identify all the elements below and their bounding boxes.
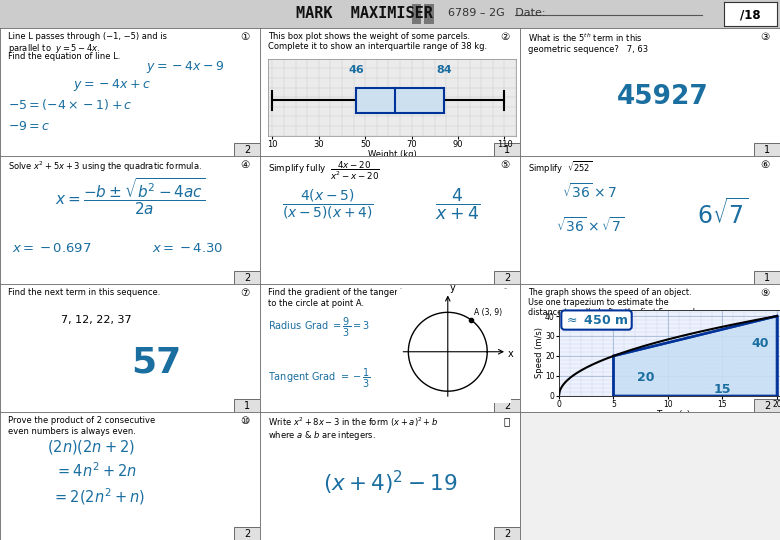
Text: $(2n)(2n+2)$: $(2n)(2n+2)$ — [47, 437, 135, 456]
Text: The graph shows the speed of an object.: The graph shows the speed of an object. — [528, 288, 691, 297]
Text: ④: ④ — [240, 160, 250, 170]
Text: even numbers is always even.: even numbers is always even. — [8, 427, 136, 436]
Text: 2: 2 — [764, 401, 770, 410]
Bar — [494, 399, 520, 412]
Text: ③: ③ — [760, 32, 770, 42]
Text: $= 2(2n^2 + n)$: $= 2(2n^2 + n)$ — [52, 486, 145, 507]
Text: 40: 40 — [752, 338, 769, 350]
Text: $y = -4x - 9$: $y = -4x - 9$ — [146, 59, 224, 75]
Text: Prove the product of 2 consecutive: Prove the product of 2 consecutive — [8, 416, 155, 425]
Text: where $a$ & $b$ are integers.: where $a$ & $b$ are integers. — [268, 429, 376, 442]
Text: 15: 15 — [714, 383, 731, 396]
Text: 2: 2 — [244, 145, 250, 154]
Text: Simplify fully  $\dfrac{4x-20}{x^2-x-20}$: Simplify fully $\dfrac{4x-20}{x^2-x-20}$ — [268, 160, 380, 182]
Text: Use one trapezium to estimate the: Use one trapezium to estimate the — [528, 298, 668, 307]
Text: This box plot shows the weight of some parcels.: This box plot shows the weight of some p… — [268, 32, 470, 41]
Text: 1: 1 — [504, 145, 510, 154]
Text: Find the gradient of the tangent: Find the gradient of the tangent — [268, 288, 402, 297]
Bar — [234, 527, 260, 540]
Bar — [754, 143, 780, 156]
Text: distance travelled after the first 5 seconds.: distance travelled after the first 5 sec… — [528, 308, 701, 318]
Text: geometric sequence?   7, 63: geometric sequence? 7, 63 — [528, 45, 648, 53]
Text: /18: /18 — [740, 8, 760, 21]
Text: Write $x^2 + 8x - 3$ in the form $(x+a)^2 + b$: Write $x^2 + 8x - 3$ in the form $(x+a)^… — [268, 416, 438, 429]
Text: 2: 2 — [244, 273, 250, 282]
Text: Find the next term in this sequence.: Find the next term in this sequence. — [8, 288, 160, 297]
Text: A (3, 9): A (3, 9) — [474, 308, 502, 318]
Text: $-5 = (-4 \times -1) + c$: $-5 = (-4 \times -1) + c$ — [8, 97, 133, 112]
Text: Line L passes through (−1, −5) and is: Line L passes through (−1, −5) and is — [8, 32, 167, 41]
Bar — [494, 143, 520, 156]
Bar — [356, 88, 444, 112]
Text: $(x+4)^2 - 19$: $(x+4)^2 - 19$ — [323, 468, 457, 496]
Text: $\dfrac{4(x-5)}{(x-5)(x+4)}$: $\dfrac{4(x-5)}{(x-5)(x+4)}$ — [282, 188, 374, 221]
Text: 2: 2 — [504, 529, 510, 538]
Text: Tangent Grad $= -\dfrac{1}{3}$: Tangent Grad $= -\dfrac{1}{3}$ — [268, 367, 370, 390]
Polygon shape — [614, 316, 777, 396]
Text: Find the equation of line L.: Find the equation of line L. — [8, 52, 120, 62]
Text: 2: 2 — [244, 529, 250, 538]
Text: 2: 2 — [504, 273, 510, 282]
Text: y: y — [450, 282, 456, 293]
Text: MARK  MAXIMISER: MARK MAXIMISER — [296, 6, 433, 21]
Text: Radius Grad $= \dfrac{9}{3} = 3$: Radius Grad $= \dfrac{9}{3} = 3$ — [268, 316, 370, 339]
Text: 57: 57 — [131, 345, 181, 379]
Bar — [234, 143, 260, 156]
Y-axis label: Speed (m/s): Speed (m/s) — [535, 327, 544, 379]
Text: $x = -0.697$: $x = -0.697$ — [12, 242, 92, 255]
Text: $x = -4.30$: $x = -4.30$ — [151, 242, 223, 255]
Text: $\sqrt{36} \times 7$: $\sqrt{36} \times 7$ — [562, 183, 618, 201]
Text: Solve $x^2 + 5x + 3$ using the quadratic formula.: Solve $x^2 + 5x + 3$ using the quadratic… — [8, 160, 202, 174]
Text: ⑤: ⑤ — [500, 160, 509, 170]
Text: 1: 1 — [764, 145, 770, 154]
Text: $= 4n^2 + 2n$: $= 4n^2 + 2n$ — [55, 462, 137, 480]
Bar — [494, 527, 520, 540]
Bar — [234, 399, 260, 412]
Text: 2: 2 — [504, 401, 510, 410]
Text: $\approx$ 450 m: $\approx$ 450 m — [565, 314, 629, 327]
Text: $-9 = c$: $-9 = c$ — [8, 120, 50, 133]
Text: Simplify  $\sqrt{252}$: Simplify $\sqrt{252}$ — [528, 160, 592, 177]
Bar — [754, 399, 780, 412]
Text: ⑩: ⑩ — [240, 416, 250, 426]
Text: 1: 1 — [244, 401, 250, 410]
Bar — [754, 271, 780, 284]
Text: Complete it to show an interquartile range of 38 kg.: Complete it to show an interquartile ran… — [268, 42, 487, 51]
Text: 45927: 45927 — [617, 84, 709, 110]
Text: 1: 1 — [764, 273, 770, 282]
Text: ⑦: ⑦ — [240, 288, 250, 298]
Text: ⑪: ⑪ — [503, 416, 509, 426]
Text: ⑧: ⑧ — [500, 288, 509, 298]
Text: 7, 12, 22, 37: 7, 12, 22, 37 — [61, 315, 132, 325]
Text: 84: 84 — [436, 65, 452, 75]
Text: $6\sqrt{7}$: $6\sqrt{7}$ — [697, 198, 749, 229]
Text: 6789 – 2G   Date:: 6789 – 2G Date: — [448, 9, 546, 18]
Text: 20: 20 — [637, 372, 655, 384]
Text: What is the 5$^{th}$ term in this: What is the 5$^{th}$ term in this — [528, 32, 643, 44]
Text: $y = -4x + c$: $y = -4x + c$ — [73, 77, 151, 93]
Text: $\dfrac{4}{x+4}$: $\dfrac{4}{x+4}$ — [435, 187, 480, 222]
X-axis label: Time (s): Time (s) — [657, 410, 690, 420]
Text: to the circle at point A.: to the circle at point A. — [268, 299, 364, 308]
Text: 46: 46 — [348, 65, 363, 75]
Text: ⑥: ⑥ — [760, 160, 770, 170]
Bar — [424, 4, 434, 24]
Text: $x = \dfrac{-b \pm \sqrt{b^2 - 4ac}}{2a}$: $x = \dfrac{-b \pm \sqrt{b^2 - 4ac}}{2a}… — [55, 176, 205, 217]
Text: $\sqrt{36} \times \sqrt{7}$: $\sqrt{36} \times \sqrt{7}$ — [556, 215, 624, 234]
Text: x: x — [508, 349, 514, 359]
Text: ②: ② — [500, 32, 509, 42]
Text: parallel to  $y = 5 - 4x$.: parallel to $y = 5 - 4x$. — [8, 42, 100, 55]
Bar — [234, 271, 260, 284]
Bar — [494, 271, 520, 284]
Text: ①: ① — [240, 32, 250, 42]
X-axis label: Weight (kg): Weight (kg) — [367, 150, 417, 159]
Bar — [412, 4, 421, 24]
Text: ⑨: ⑨ — [760, 288, 770, 298]
